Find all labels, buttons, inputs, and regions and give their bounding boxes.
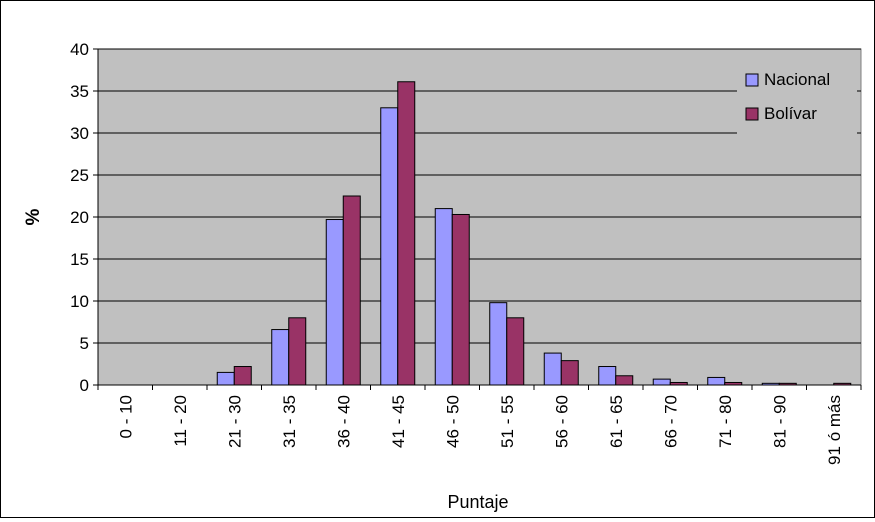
y-tick-label: 20 <box>70 208 89 227</box>
bar-nacional-10 <box>652 378 671 386</box>
y-tick-label: 40 <box>70 40 89 59</box>
y-tick-label: 25 <box>70 166 89 185</box>
y-tick-label: 35 <box>70 82 89 101</box>
bar-nacional-8 <box>543 352 562 386</box>
x-tick-label: 61 - 65 <box>607 395 626 448</box>
bar-bolvar-8 <box>560 360 579 386</box>
y-tick-label: 15 <box>70 250 89 269</box>
x-axis-label: Puntaje <box>447 492 508 512</box>
bar-nacional-2 <box>216 371 235 386</box>
bar-bolvar-9 <box>615 375 634 386</box>
bar-bolvar-3 <box>288 317 307 386</box>
x-tick-label: 36 - 40 <box>334 395 353 448</box>
x-tick-label: 66 - 70 <box>661 395 680 448</box>
x-tick-label: 81 - 90 <box>770 395 789 448</box>
x-tick-label: 41 - 45 <box>389 395 408 448</box>
bar-nacional-4 <box>325 219 344 386</box>
x-tick-label: 21 - 30 <box>225 395 244 448</box>
legend-label: Nacional <box>764 70 830 89</box>
legend: Nacional Bolívar <box>737 61 857 137</box>
bar-bolvar-5 <box>397 81 416 386</box>
gridlines <box>98 48 861 344</box>
legend-swatch <box>745 73 759 87</box>
y-axis-ticks: 0 5 10 15 20 25 30 35 40 <box>70 40 98 395</box>
bar-bolvar-6 <box>451 213 470 386</box>
bar-nacional-11 <box>707 376 726 386</box>
bar-nacional-5 <box>380 107 399 386</box>
y-tick-label: 10 <box>70 292 89 311</box>
x-tick-label: 31 - 35 <box>280 395 299 448</box>
bar-nacional-9 <box>598 366 617 386</box>
x-tick-label: 0 - 10 <box>116 395 135 438</box>
x-tick-label: 91 ó más <box>825 395 844 465</box>
bar-bolvar-2 <box>233 366 252 386</box>
bar-bolvar-4 <box>342 195 361 386</box>
legend-label: Bolívar <box>764 104 817 123</box>
legend-swatch <box>745 107 759 121</box>
bars <box>216 81 852 386</box>
y-tick-label: 30 <box>70 124 89 143</box>
x-tick-label: 56 - 60 <box>552 395 571 448</box>
y-axis-label: % <box>23 208 44 225</box>
x-tick-label: 46 - 50 <box>443 395 462 448</box>
x-tick-label: 11 - 20 <box>171 395 190 447</box>
x-axis-ticks: 0 - 10 11 - 20 21 - 30 31 - 35 36 - 40 41 - 4… <box>97 385 862 465</box>
bar-nacional-6 <box>434 208 453 386</box>
bar-nacional-7 <box>489 302 508 386</box>
x-tick-label: 51 - 55 <box>498 395 517 448</box>
bar-nacional-3 <box>271 329 290 386</box>
y-tick-label: 5 <box>80 334 89 353</box>
bar-bolvar-7 <box>506 317 525 386</box>
y-tick-label: 0 <box>80 376 89 395</box>
x-tick-label: 71 - 80 <box>716 395 735 448</box>
